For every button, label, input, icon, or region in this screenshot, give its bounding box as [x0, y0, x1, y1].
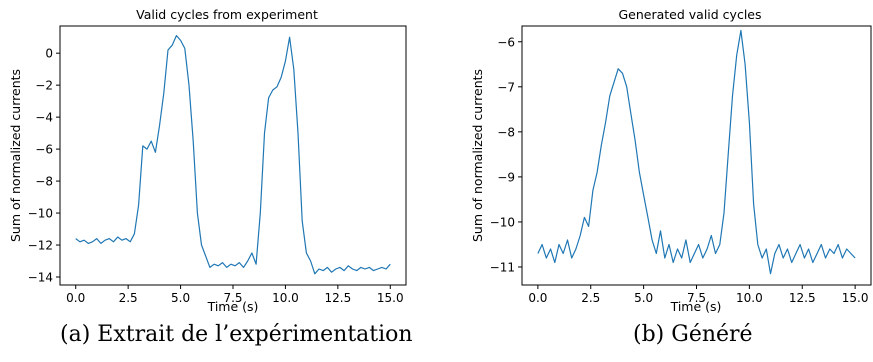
x-tick-label: 2.5 [581, 291, 600, 305]
x-tick-label: 5.0 [634, 291, 653, 305]
x-tick-label: 2.5 [119, 291, 138, 305]
y-tick-label: −9 [497, 170, 515, 184]
y-tick-label: −6 [35, 143, 53, 157]
caption-b: (b) Généré [633, 322, 753, 347]
x-axis-label: Time (s) [670, 299, 722, 314]
y-tick-label: −10 [28, 207, 53, 221]
y-tick-label: −6 [497, 35, 515, 49]
x-axis: 0.0 2.5 5.0 7.5 10.0 12.5 15.0 [528, 285, 868, 305]
x-tick-label: 12.5 [324, 291, 351, 305]
x-tick-label: 10.0 [272, 291, 299, 305]
x-axis: 0.0 2.5 5.0 7.5 10.0 12.5 15.0 [66, 285, 404, 305]
y-axis-label: Sum of normalized currents [470, 69, 485, 242]
y-tick-label: −12 [28, 239, 53, 253]
x-tick-label: 7.5 [687, 291, 706, 305]
x-tick-label: 15.0 [842, 291, 869, 305]
y-tick-label: −4 [35, 111, 53, 125]
y-tick-label: −8 [497, 125, 515, 139]
series-group [75, 34, 391, 275]
y-tick-label: −14 [28, 271, 53, 285]
plot-frame [521, 25, 872, 286]
y-tick-label: 0 [45, 47, 53, 61]
x-tick-label: 12.5 [789, 291, 816, 305]
series-line [75, 34, 391, 275]
plot-frame [59, 25, 407, 286]
x-axis-label: Time (s) [207, 299, 259, 314]
x-tick-label: 15.0 [377, 291, 404, 305]
chart-title: Valid cycles from experiment [136, 7, 318, 22]
caption-a: (a) Extrait de l’expérimentation [60, 322, 413, 347]
y-tick-label: −10 [490, 215, 515, 229]
series-group [537, 29, 856, 275]
x-tick-label: 10.0 [736, 291, 763, 305]
chart-title: Generated valid cycles [618, 7, 761, 22]
y-tick-label: −11 [490, 260, 515, 274]
y-axis-label: Sum of normalized currents [8, 69, 23, 242]
chart-experiment: Valid cycles from experiment 0.0 2.5 5.0 7.… [8, 7, 407, 314]
y-tick-label: −7 [497, 80, 515, 94]
y-axis: 0 −2 −4 −6 −8 −10 −12 −14 [28, 47, 60, 285]
y-axis: −6 −7 −8 −9 −10 −11 [490, 35, 522, 274]
series-line [537, 29, 856, 275]
x-tick-label: 7.5 [223, 291, 242, 305]
x-tick-label: 5.0 [171, 291, 190, 305]
y-tick-label: −2 [35, 79, 53, 93]
x-tick-label: 0.0 [528, 291, 547, 305]
chart-generated: Generated valid cycles 0.0 2.5 5.0 7.5 10.0 1… [470, 7, 872, 314]
y-tick-label: −8 [35, 175, 53, 189]
x-tick-label: 0.0 [66, 291, 85, 305]
